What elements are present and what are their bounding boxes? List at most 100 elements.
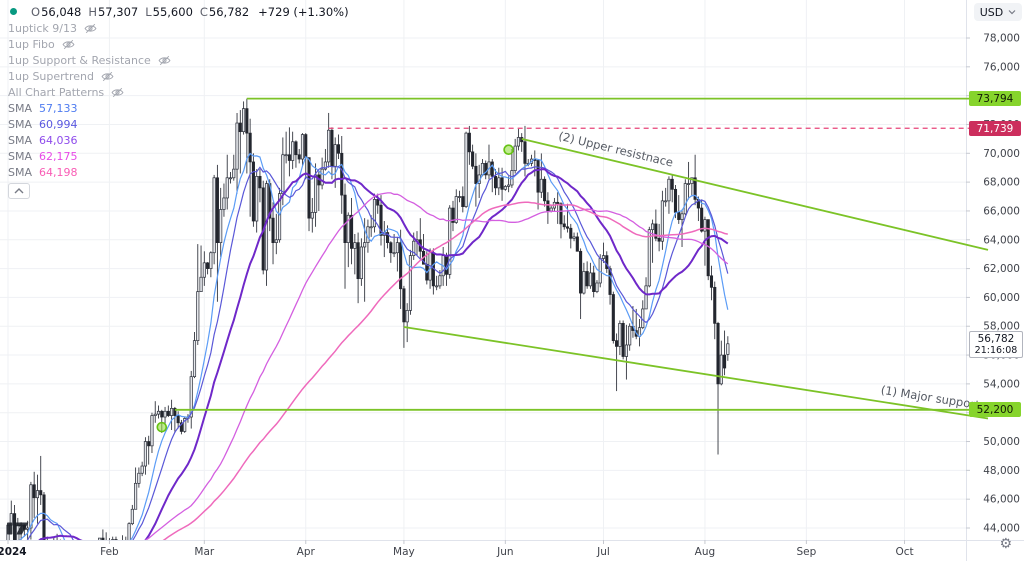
candle-down bbox=[173, 408, 177, 416]
time-axis[interactable]: 2024 Feb Mar Apr May Jun Jul Aug Sep Oct bbox=[0, 540, 914, 558]
ohlc-low: L55,600 bbox=[145, 4, 193, 19]
chevron-down-icon bbox=[1008, 10, 1016, 15]
indicator-legend-item[interactable]: 1up Support & Resistance bbox=[8, 52, 349, 68]
indicator-legend-item[interactable]: All Chart Patterns bbox=[8, 84, 349, 100]
trendline-label: (2) Upper resistnace bbox=[557, 129, 674, 170]
sma-legend-item[interactable]: SMA 60,994 bbox=[8, 116, 349, 132]
sma-legend-item[interactable]: SMA 62,175 bbox=[8, 148, 349, 164]
indicator-legend-item[interactable]: 1uptick 9/13 bbox=[8, 20, 349, 36]
chevron-up-icon bbox=[14, 188, 24, 194]
candle-down bbox=[101, 537, 105, 540]
candle-up bbox=[454, 196, 458, 223]
candle-down bbox=[245, 108, 249, 134]
candle-down bbox=[490, 161, 494, 177]
price-tick-label: 66,000 bbox=[983, 205, 1020, 217]
candle-down bbox=[615, 340, 619, 347]
candle-down bbox=[673, 188, 678, 213]
candle-down bbox=[693, 177, 697, 200]
candle-down bbox=[575, 236, 579, 252]
candle-down bbox=[657, 237, 661, 242]
candle-up bbox=[242, 108, 246, 133]
candle-up bbox=[703, 219, 707, 232]
candle-down bbox=[654, 223, 658, 239]
price-tick-label: 48,000 bbox=[983, 465, 1020, 477]
candle-up bbox=[98, 537, 102, 540]
candle-down bbox=[471, 151, 475, 167]
tradingview-logo[interactable] bbox=[7, 519, 29, 537]
candle-down bbox=[565, 226, 570, 229]
legend-collapse-button[interactable] bbox=[8, 183, 30, 199]
candle-up bbox=[235, 122, 239, 170]
candle-up bbox=[572, 236, 576, 239]
candle-up bbox=[438, 275, 442, 287]
candle-up bbox=[372, 199, 377, 228]
candle-up bbox=[353, 242, 357, 249]
candle-up bbox=[513, 145, 517, 171]
candle-down bbox=[402, 288, 406, 323]
chart-gridlines bbox=[0, 0, 966, 540]
visibility-off-icon[interactable] bbox=[158, 55, 171, 66]
candle-up bbox=[130, 508, 134, 525]
candle-up bbox=[121, 547, 123, 548]
price-tick-label: 78,000 bbox=[983, 33, 1020, 45]
candle-down bbox=[579, 250, 583, 294]
candle-up bbox=[199, 276, 203, 292]
candle-up bbox=[222, 197, 226, 210]
indicator-name: All Chart Patterns bbox=[8, 85, 105, 99]
indicator-list: 1uptick 9/13 1up Fibo 1up Support & Resist… bbox=[8, 20, 349, 100]
candle-up bbox=[314, 174, 318, 213]
trendline[interactable] bbox=[521, 138, 989, 251]
candle-up bbox=[192, 340, 197, 378]
candle-down bbox=[356, 242, 360, 280]
candle-up bbox=[137, 472, 141, 484]
candle-down bbox=[176, 415, 180, 424]
candle-up bbox=[582, 271, 586, 294]
sma-legend-item[interactable]: SMA 64,198 bbox=[8, 164, 349, 180]
ohlc-high: H57,307 bbox=[88, 4, 139, 19]
sma-legend-item[interactable]: SMA 57,133 bbox=[8, 100, 349, 116]
candle-up bbox=[464, 132, 468, 207]
visibility-off-icon[interactable] bbox=[62, 39, 75, 50]
candle-down bbox=[562, 223, 566, 228]
price-axis[interactable]: 78,00076,00074,00072,00070,00068,00066,0… bbox=[966, 33, 1020, 535]
price-tick-label: 64,000 bbox=[983, 234, 1020, 246]
candle-up bbox=[516, 137, 520, 147]
sma-legend-item[interactable]: SMA 64,036 bbox=[8, 132, 349, 148]
indicator-name: 1up Fibo bbox=[8, 37, 55, 51]
candle-down bbox=[297, 154, 301, 160]
sma-value: 64,036 bbox=[39, 133, 78, 147]
candle-up bbox=[274, 239, 278, 243]
indicator-legend-item[interactable]: 1up Fibo bbox=[8, 36, 349, 52]
candle-down bbox=[258, 176, 262, 189]
indicator-legend-item[interactable]: 1up Supertrend bbox=[8, 68, 349, 84]
currency-selector[interactable]: USD bbox=[974, 3, 1022, 21]
sma-label: SMA bbox=[8, 101, 32, 115]
visibility-off-icon[interactable] bbox=[101, 71, 114, 82]
visibility-off-icon[interactable] bbox=[84, 23, 97, 34]
candle-up bbox=[369, 226, 373, 229]
candle-up bbox=[183, 418, 187, 432]
sma-line-90 bbox=[162, 201, 728, 540]
visibility-off-icon[interactable] bbox=[111, 87, 124, 98]
candle-down bbox=[585, 271, 589, 287]
candle-up bbox=[719, 354, 723, 385]
trendline[interactable] bbox=[403, 326, 989, 420]
ohlc-change: +729 (+1.30%) bbox=[258, 4, 349, 19]
candle-up bbox=[588, 272, 592, 287]
candle-up bbox=[140, 465, 144, 474]
candle-up bbox=[435, 285, 439, 288]
price-level-label: 73,794 bbox=[969, 91, 1021, 106]
ohlc-close: C56,782 bbox=[199, 4, 250, 19]
candle-up bbox=[202, 262, 206, 278]
price-tick-label: 62,000 bbox=[983, 263, 1020, 275]
time-tick-label: Mar bbox=[194, 546, 214, 558]
candle-down bbox=[238, 122, 242, 133]
candle-down bbox=[179, 422, 183, 432]
candle-up bbox=[156, 410, 161, 415]
sma-value: 60,994 bbox=[39, 117, 78, 131]
candle-down bbox=[569, 227, 573, 239]
candle-down bbox=[336, 144, 341, 154]
ohlc-row[interactable]: O56,048 H57,307 L55,600 C56,782 +729 (+1… bbox=[8, 3, 349, 20]
gear-icon[interactable]: ⚙ bbox=[999, 536, 1012, 552]
